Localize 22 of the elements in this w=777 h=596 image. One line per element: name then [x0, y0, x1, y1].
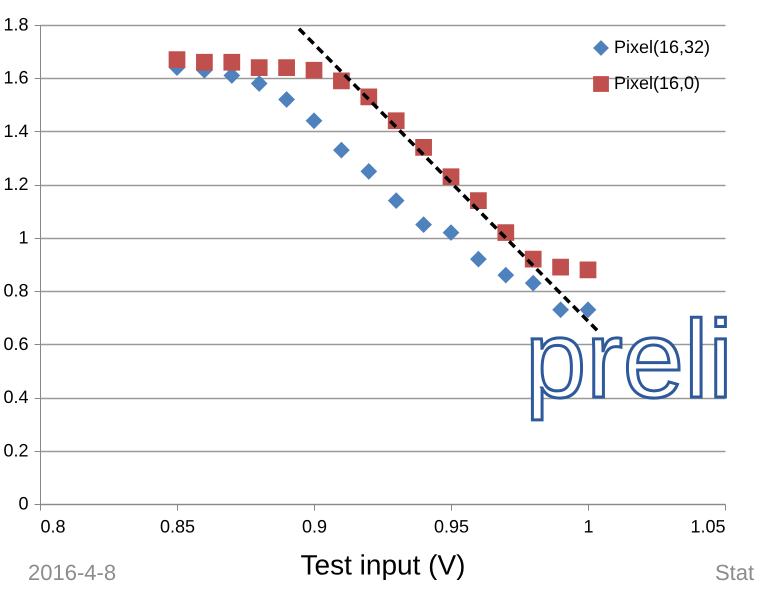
legend-label: Pixel(16,32): [614, 37, 710, 57]
x-tick-label: 0.9: [302, 516, 328, 536]
y-tick-label: 1.6: [3, 68, 28, 88]
text: Stat: [715, 560, 754, 586]
y-tick-label: 0.2: [3, 440, 28, 460]
y-tick-label: 1.2: [3, 174, 28, 194]
y-tick-label: 0.8: [3, 280, 28, 301]
x-tick-label: 0.95: [434, 516, 470, 536]
y-tick-label: 1: [18, 227, 28, 248]
annotation: preli: [525, 298, 733, 421]
x-tick-label: 1.05: [690, 516, 726, 536]
x-axis-title: Test input (V): [300, 550, 466, 580]
text: 2016-4-8: [28, 560, 116, 586]
y-tick-label: 0.4: [3, 387, 28, 408]
legend-label: Pixel(16,0): [614, 73, 700, 93]
y-tick-label: 1.4: [3, 120, 28, 141]
x-tick-label: 0.85: [160, 516, 196, 536]
y-tick-label: 0: [18, 494, 28, 514]
x-tick-label: 0.8: [40, 516, 66, 536]
x-tick-label: 1: [583, 516, 594, 536]
y-tick-label: 1.8: [3, 14, 28, 34]
y-tick-label: 0.6: [3, 334, 28, 354]
